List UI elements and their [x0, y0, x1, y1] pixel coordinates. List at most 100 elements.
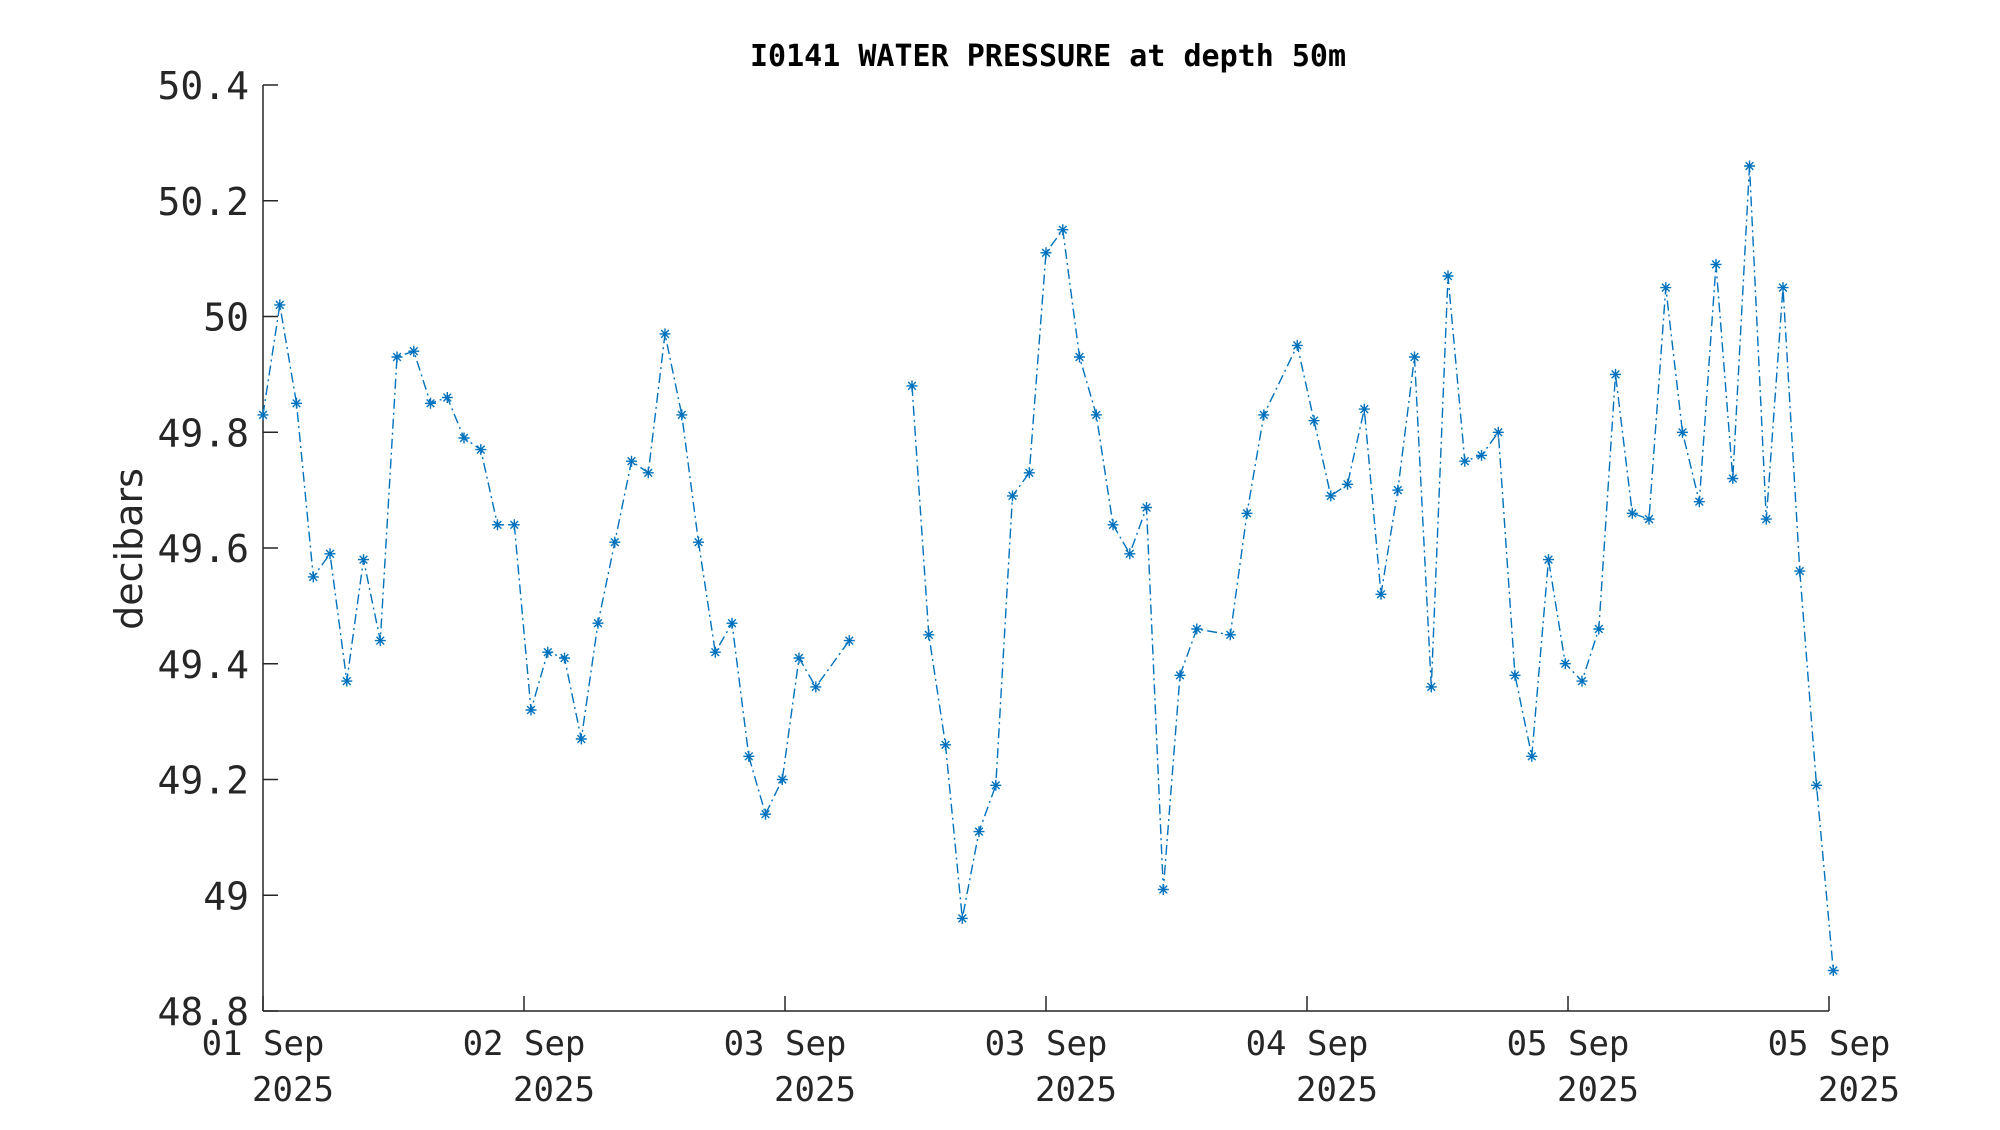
y-tick-label: 49 — [203, 874, 249, 918]
data-point-marker — [760, 808, 771, 820]
data-point-marker — [810, 681, 822, 693]
data-point-marker — [1392, 484, 1404, 496]
x-tick-label-date: 05 Sep — [1768, 1024, 1891, 1064]
data-point-marker — [609, 536, 621, 548]
data-point-marker — [1626, 507, 1638, 519]
x-tick-label-year: 2025 — [1296, 1070, 1378, 1110]
data-point-marker — [257, 409, 269, 421]
plot-series — [257, 160, 1839, 976]
data-point-marker — [1442, 270, 1454, 282]
series-line — [262, 304, 850, 817]
data-point-marker — [1777, 282, 1789, 294]
data-point-marker — [1827, 965, 1839, 976]
data-point-marker — [642, 467, 654, 479]
data-point-marker — [1375, 588, 1387, 600]
data-point-marker — [626, 455, 637, 467]
x-tick-label-year: 2025 — [774, 1070, 856, 1110]
data-point-marker — [559, 652, 570, 664]
data-point-marker — [1492, 426, 1504, 438]
data-point-marker — [1258, 409, 1270, 421]
x-tick-label-year: 2025 — [252, 1070, 334, 1110]
data-point-marker — [793, 652, 805, 664]
data-point-marker — [1291, 339, 1303, 351]
data-point-marker — [1342, 478, 1353, 490]
data-point-marker — [274, 299, 286, 311]
data-point-marker — [525, 704, 537, 716]
series-line — [911, 165, 1834, 971]
axes: 48.8 49 49.2 49.4 49.6 49.8 50 50.2 50.4 01 Sep 20… — [157, 64, 1899, 1110]
data-point-marker — [1543, 554, 1554, 566]
data-point-marker — [441, 392, 453, 403]
data-point-marker — [1593, 623, 1605, 635]
data-point-marker — [1358, 403, 1370, 415]
x-tick-label-date: 04 Sep — [1246, 1024, 1369, 1064]
data-point-marker — [1693, 496, 1705, 508]
y-tick-label: 50.4 — [157, 64, 249, 108]
data-point-marker — [324, 548, 336, 560]
data-point-marker — [492, 519, 503, 531]
data-point-marker — [1241, 507, 1253, 519]
y-tick-label: 49.2 — [157, 759, 249, 803]
data-point-marker — [1643, 513, 1655, 525]
y-tick-label: 49.8 — [157, 411, 249, 455]
data-point-marker — [1660, 282, 1672, 294]
data-point-marker — [973, 826, 985, 838]
x-tick-label-date: 02 Sep — [463, 1024, 586, 1064]
data-point-marker — [1124, 548, 1136, 560]
data-point-marker — [1074, 351, 1085, 363]
data-point-marker — [358, 554, 369, 566]
data-point-marker — [1191, 623, 1203, 635]
x-tick-label-date: 03 Sep — [724, 1024, 847, 1064]
data-point-marker — [843, 635, 855, 647]
data-point-marker — [1325, 490, 1337, 502]
data-point-marker — [1141, 502, 1152, 513]
data-point-marker — [1224, 629, 1236, 641]
data-point-marker — [1677, 426, 1688, 438]
data-point-marker — [1610, 368, 1621, 380]
data-point-marker — [341, 675, 353, 687]
data-point-marker — [374, 635, 386, 647]
x-tick-label-year: 2025 — [513, 1070, 595, 1110]
data-point-marker — [1409, 351, 1420, 363]
data-point-marker — [1023, 467, 1035, 479]
data-point-marker — [726, 617, 738, 629]
data-point-marker — [1476, 449, 1487, 461]
y-axis-label: decibars — [107, 468, 151, 630]
data-point-marker — [1425, 681, 1437, 693]
data-point-marker — [923, 629, 935, 641]
data-point-marker — [1509, 669, 1521, 681]
data-point-marker — [956, 912, 968, 924]
data-point-marker — [1107, 519, 1119, 531]
data-point-marker — [408, 345, 420, 357]
data-point-marker — [1090, 409, 1102, 421]
chart-title: I0141 WATER PRESSURE at depth 50m — [750, 39, 1346, 74]
data-point-marker — [291, 397, 302, 409]
x-tick-label-date: 01 Sep — [202, 1024, 325, 1064]
data-point-marker — [458, 432, 470, 444]
x-tick-label-year: 2025 — [1818, 1070, 1900, 1110]
data-point-marker — [1744, 160, 1755, 172]
data-point-marker — [1811, 779, 1822, 791]
data-point-marker — [1794, 565, 1806, 577]
data-point-marker — [1526, 750, 1538, 762]
data-point-marker — [1174, 669, 1186, 681]
y-tick-label: 50.2 — [157, 180, 249, 224]
data-point-marker — [776, 774, 788, 785]
data-point-marker — [592, 617, 604, 629]
data-point-marker — [1710, 258, 1722, 270]
data-point-marker — [990, 779, 1002, 791]
data-point-marker — [1727, 473, 1739, 484]
data-point-marker — [743, 750, 755, 762]
data-point-marker — [1576, 675, 1588, 687]
x-tick-label-date: 05 Sep — [1507, 1024, 1630, 1064]
x-tick-label-date: 03 Sep — [985, 1024, 1108, 1064]
x-tick-label-year: 2025 — [1035, 1070, 1117, 1110]
data-point-marker — [693, 536, 704, 548]
data-point-marker — [425, 397, 436, 409]
data-point-marker — [940, 739, 951, 751]
data-point-marker — [391, 351, 403, 363]
data-point-marker — [1157, 884, 1169, 895]
data-point-marker — [676, 409, 688, 421]
x-tick-label-year: 2025 — [1557, 1070, 1639, 1110]
